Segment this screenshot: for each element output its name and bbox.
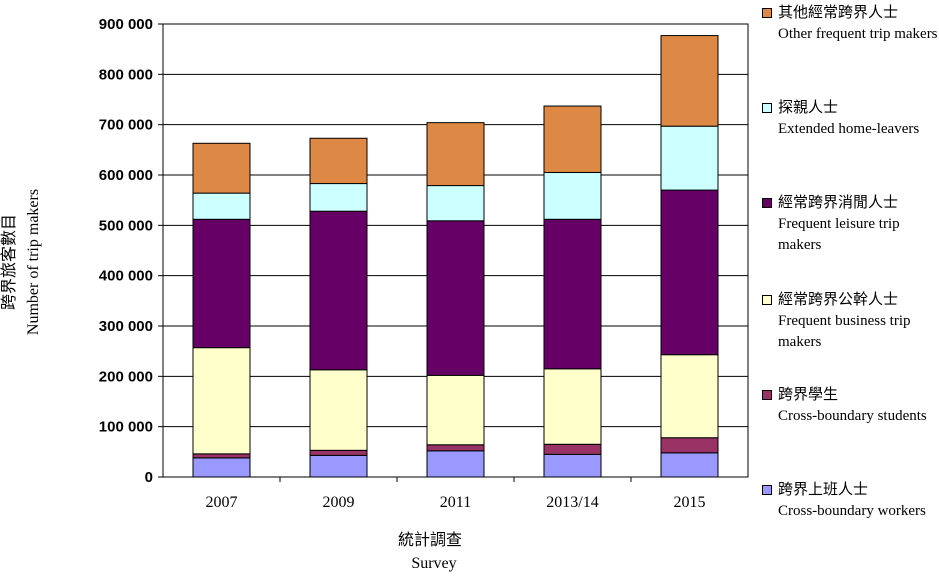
bar-segment-3-1 (309, 210, 368, 371)
legend-label-zh: 跨界上班人士 (778, 482, 869, 498)
bar-segment-2-2 (426, 374, 485, 446)
x-category-label: 2013/14 (546, 494, 598, 511)
bar-segment-0-2 (426, 450, 485, 478)
legend-label-en: Cross-boundary students (778, 408, 927, 424)
bar-segment-3-2 (426, 220, 485, 376)
legend-label: 跨界上班人士 Cross-boundary workers (778, 480, 939, 522)
y-tick-label: 800 000 (99, 66, 153, 83)
legend-label-zh: 跨界學生 (778, 387, 839, 403)
y-tick-label: 900 000 (99, 16, 153, 33)
bar-segment-4-2 (426, 185, 485, 222)
bar-segment-1-4 (660, 437, 719, 454)
legend-label-en: Frequent business trip makers (778, 313, 911, 350)
y-tick-label: 600 000 (99, 167, 153, 184)
bar-segment-4-4 (660, 125, 719, 191)
y-axis-title-zh: 跨界旅客數目 (0, 214, 18, 310)
y-axis-title-en: Number of trip makers (25, 189, 42, 335)
bar-segment-1-2 (426, 444, 485, 452)
legend-label-en: Extended home-leavers (778, 121, 920, 137)
legend-label: 經常跨界公幹人士 Frequent business trip makers (778, 290, 939, 353)
legend-label-en: Cross-boundary workers (778, 503, 926, 519)
x-axis-title-zh: 統計調查 (398, 531, 462, 549)
bar-segment-5-3 (543, 105, 602, 173)
bar-segment-4-3 (543, 171, 602, 220)
legend-label: 跨界學生 Cross-boundary students (778, 385, 939, 427)
legend-swatch (762, 485, 772, 495)
bars (192, 35, 719, 478)
bar-segment-0-1 (309, 454, 368, 478)
x-category-label: 2009 (323, 494, 355, 511)
bar-segment-5-2 (426, 122, 485, 187)
y-tick-label: 700 000 (99, 117, 153, 134)
y-tick-label: 500 000 (99, 217, 153, 234)
bar-segment-3-3 (543, 218, 602, 370)
legend-label: 經常跨界消閒人士 Frequent leisure trip makers (778, 193, 939, 256)
bar-segment-5-1 (309, 137, 368, 185)
bar-segment-5-4 (660, 35, 719, 127)
legend-label-zh: 探親人士 (778, 100, 839, 116)
bar-segment-1-1 (309, 449, 368, 456)
y-tick-label: 100 000 (99, 419, 153, 436)
bar-segment-1-0 (192, 453, 251, 459)
bar-segment-3-0 (192, 218, 251, 349)
legend-swatch (762, 295, 772, 305)
legend-label-en: Frequent leisure trip makers (778, 216, 900, 253)
bar-segment-4-0 (192, 192, 251, 220)
bar-segment-0-4 (660, 452, 719, 478)
legend-swatch (762, 390, 772, 400)
bar-segment-0-0 (192, 457, 251, 478)
bar-segment-0-3 (543, 453, 602, 478)
bar-segment-1-3 (543, 443, 602, 455)
y-tick-label: 400 000 (99, 268, 153, 285)
legend-label-en: Other frequent trip makers (778, 26, 938, 42)
bar-segment-3-4 (660, 189, 719, 356)
y-tick-label: 0 (145, 469, 153, 486)
x-category-label: 2015 (674, 494, 706, 511)
legend-swatch (762, 8, 772, 18)
plot-area-frame (162, 23, 749, 478)
bar-segment-4-1 (309, 183, 368, 212)
x-category-label: 2007 (206, 494, 238, 511)
bar-segment-2-3 (543, 368, 602, 445)
legend-swatch (762, 198, 772, 208)
y-axis-ticks: 0 100 000 200 000 300 000 400 000 500 000 600 … (99, 16, 163, 486)
bar-segment-2-0 (192, 347, 251, 455)
x-axis-categories: 2007 2009 2011 2013/14 2015 (206, 477, 706, 511)
bar-segment-2-1 (309, 369, 368, 451)
legend-label-zh: 其他經常跨界人士 (778, 5, 899, 21)
y-tick-label: 200 000 (99, 368, 153, 385)
legend-swatch (762, 103, 772, 113)
y-tick-label: 300 000 (99, 318, 153, 335)
bar-segment-2-4 (660, 354, 719, 439)
legend-label-zh: 經常跨界消閒人士 (778, 195, 899, 211)
x-axis-title-en: Survey (411, 555, 456, 572)
bar-segment-5-0 (192, 142, 251, 194)
legend-label-zh: 經常跨界公幹人士 (778, 292, 899, 308)
legend-label: 探親人士 Extended home-leavers (778, 98, 939, 140)
x-category-label: 2011 (440, 494, 471, 511)
legend-label: 其他經常跨界人士 Other frequent trip makers (778, 3, 939, 45)
